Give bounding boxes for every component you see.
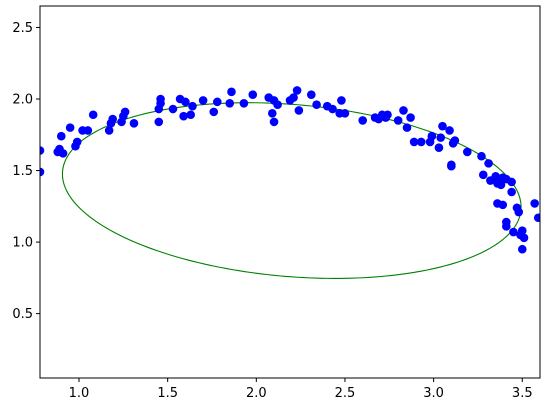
data-point (181, 97, 190, 107)
data-point (213, 97, 222, 107)
data-point (358, 116, 368, 125)
y-tick-label: 0.5 (12, 307, 33, 322)
data-point (533, 213, 540, 223)
data-point (478, 170, 488, 180)
data-point (517, 226, 527, 235)
data-point (168, 104, 178, 114)
data-point (427, 131, 437, 141)
data-point (328, 104, 337, 114)
data-point (239, 98, 249, 108)
data-point (306, 90, 316, 100)
data-point (530, 199, 539, 208)
data-point (393, 116, 403, 125)
data-point (484, 159, 493, 168)
data-point (496, 180, 506, 190)
data-point (156, 94, 165, 104)
y-tick-label: 1.5 (12, 164, 33, 179)
data-point (292, 86, 302, 95)
data-point (58, 149, 68, 158)
data-point (188, 101, 197, 111)
data-point (225, 98, 235, 108)
data-point (129, 119, 139, 128)
data-point (312, 100, 321, 110)
data-point (209, 107, 219, 117)
y-tick-label: 2.0 (12, 93, 33, 108)
data-point (83, 126, 93, 135)
data-point (450, 136, 460, 145)
data-point (340, 109, 350, 118)
data-point (463, 147, 472, 157)
data-point (519, 233, 529, 243)
data-point (517, 244, 527, 254)
data-point (409, 137, 419, 147)
data-point (56, 131, 66, 141)
x-tick-label: 2.0 (246, 386, 267, 401)
data-point (273, 100, 282, 110)
x-tick-label: 1.5 (157, 386, 178, 401)
data-point (248, 90, 258, 100)
x-axis: 1.0 1.5 2.0 2.5 3.0 3.5 (69, 378, 533, 401)
fit-curve-layer (61, 102, 522, 279)
plot-frame (39, 5, 541, 379)
data-point (108, 114, 117, 124)
data-point (402, 123, 412, 132)
data-point (491, 171, 500, 181)
x-tick-label: 2.5 (335, 386, 356, 401)
data-point (337, 96, 346, 105)
data-point (40, 146, 45, 155)
data-point (434, 143, 444, 152)
data-point (88, 110, 98, 120)
data-point (445, 126, 454, 135)
data-point (507, 187, 516, 197)
data-point (514, 207, 524, 217)
data-point (498, 200, 508, 210)
data-point (72, 137, 82, 147)
data-point (406, 113, 415, 122)
data-point (399, 106, 408, 115)
data-point (104, 126, 114, 135)
data-point (447, 161, 456, 171)
data-point (509, 227, 518, 237)
data-point (269, 117, 279, 127)
x-tick-label: 3.5 (512, 386, 533, 401)
data-point (289, 93, 298, 102)
data-point (416, 137, 426, 147)
scatter-points-layer (40, 86, 540, 254)
data-point (294, 106, 304, 115)
data-point (438, 121, 447, 131)
x-tick-label: 1.0 (69, 386, 90, 401)
x-tick-label: 3.0 (423, 386, 444, 401)
plot-area (40, 6, 540, 378)
data-point (383, 110, 392, 120)
y-tick-label: 1.0 (12, 236, 33, 251)
fitted-ellipse-line (61, 102, 522, 279)
data-point (65, 123, 75, 132)
data-point (267, 109, 277, 118)
data-point (502, 222, 511, 231)
data-point (198, 96, 208, 105)
data-point (179, 111, 188, 121)
data-point (436, 133, 446, 142)
data-point (507, 177, 516, 187)
data-point (154, 117, 164, 127)
data-point (227, 87, 236, 97)
data-point (477, 151, 486, 161)
y-tick-label: 2.5 (12, 21, 33, 36)
data-point (40, 167, 45, 177)
y-axis: 0.5 1.0 1.5 2.0 2.5 (12, 21, 40, 322)
data-point (186, 110, 196, 120)
data-point (120, 107, 130, 117)
